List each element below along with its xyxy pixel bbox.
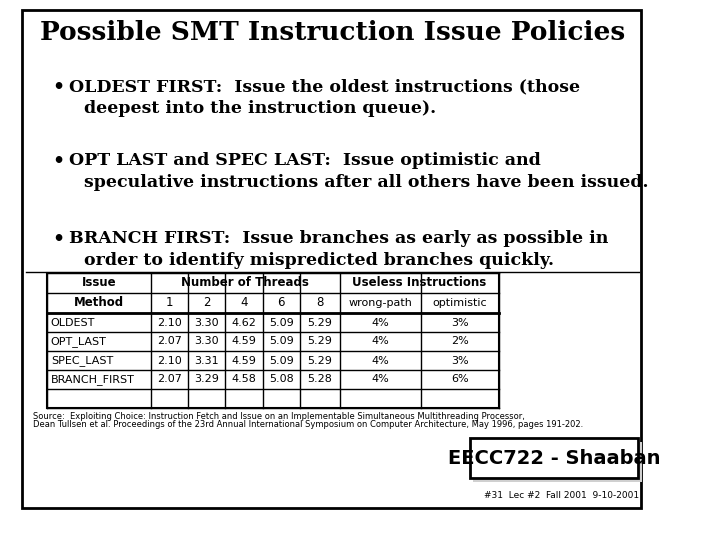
Text: OLDEST: OLDEST [51, 318, 95, 327]
Text: deepest into the instruction queue).: deepest into the instruction queue). [84, 100, 436, 117]
Text: 4%: 4% [372, 318, 390, 327]
Bar [474, 442, 642, 482]
Text: BRANCH_FIRST: BRANCH_FIRST [51, 374, 135, 385]
Text: OPT_LAST: OPT_LAST [51, 336, 107, 347]
Text: Possible SMT Instruction Issue Policies: Possible SMT Instruction Issue Policies [40, 20, 625, 45]
Text: 5.09: 5.09 [269, 355, 294, 366]
Text: 3.31: 3.31 [194, 355, 219, 366]
Bar [48, 273, 499, 408]
Text: #31  Lec #2  Fall 2001  9-10-2001: #31 Lec #2 Fall 2001 9-10-2001 [484, 491, 639, 501]
Text: 3.30: 3.30 [194, 336, 219, 347]
Text: 5.09: 5.09 [269, 336, 294, 347]
Text: 2.10: 2.10 [157, 318, 182, 327]
Text: Source:  Exploiting Choice: Instruction Fetch and Issue on an Implementable Simu: Source: Exploiting Choice: Instruction F… [33, 412, 525, 421]
Text: OLDEST FIRST:  Issue the oldest instructions (those: OLDEST FIRST: Issue the oldest instructi… [68, 78, 580, 95]
Text: wrong-path: wrong-path [348, 298, 413, 308]
Text: Method: Method [74, 296, 124, 309]
Text: Issue: Issue [82, 276, 117, 289]
Text: 2%: 2% [451, 336, 469, 347]
Text: 4.59: 4.59 [232, 355, 256, 366]
Text: Number of Threads: Number of Threads [181, 276, 309, 289]
Text: •: • [53, 230, 65, 248]
Text: 5.29: 5.29 [307, 355, 332, 366]
Text: 2.07: 2.07 [157, 375, 182, 384]
Text: Dean Tullsen et al. Proceedings of the 23rd Annual International Symposium on Co: Dean Tullsen et al. Proceedings of the 2… [33, 420, 583, 429]
Text: 2.07: 2.07 [157, 336, 182, 347]
Bar [470, 438, 638, 478]
Text: 4%: 4% [372, 336, 390, 347]
Text: 8: 8 [316, 296, 323, 309]
Text: 5.28: 5.28 [307, 375, 332, 384]
Text: 5.08: 5.08 [269, 375, 294, 384]
Text: 3.30: 3.30 [194, 318, 219, 327]
Text: 2: 2 [203, 296, 210, 309]
Text: 4.59: 4.59 [232, 336, 256, 347]
Text: 4.58: 4.58 [232, 375, 256, 384]
Text: 4: 4 [240, 296, 248, 309]
Text: 5.29: 5.29 [307, 318, 332, 327]
Text: Useless Instructions: Useless Instructions [352, 276, 487, 289]
Text: EECC722 - Shaaban: EECC722 - Shaaban [448, 449, 660, 468]
Text: 1: 1 [166, 296, 174, 309]
Text: 3%: 3% [451, 318, 469, 327]
Text: 3.29: 3.29 [194, 375, 219, 384]
Text: 5.29: 5.29 [307, 336, 332, 347]
Text: 5.09: 5.09 [269, 318, 294, 327]
Text: 4%: 4% [372, 355, 390, 366]
Text: 6: 6 [277, 296, 285, 309]
Text: 3%: 3% [451, 355, 469, 366]
Text: OPT LAST and SPEC LAST:  Issue optimistic and: OPT LAST and SPEC LAST: Issue optimistic… [68, 152, 540, 169]
Text: •: • [53, 152, 65, 170]
Text: SPEC_LAST: SPEC_LAST [51, 355, 113, 366]
Text: optimistic: optimistic [433, 298, 487, 308]
Text: 6%: 6% [451, 375, 469, 384]
Text: speculative instructions after all others have been issued.: speculative instructions after all other… [84, 174, 649, 191]
Text: BRANCH FIRST:  Issue branches as early as possible in: BRANCH FIRST: Issue branches as early as… [68, 230, 608, 247]
Text: 2.10: 2.10 [157, 355, 182, 366]
Text: 4%: 4% [372, 375, 390, 384]
Text: 4.62: 4.62 [232, 318, 256, 327]
Text: •: • [53, 78, 65, 96]
Text: order to identify mispredicted branches quickly.: order to identify mispredicted branches … [84, 252, 554, 269]
